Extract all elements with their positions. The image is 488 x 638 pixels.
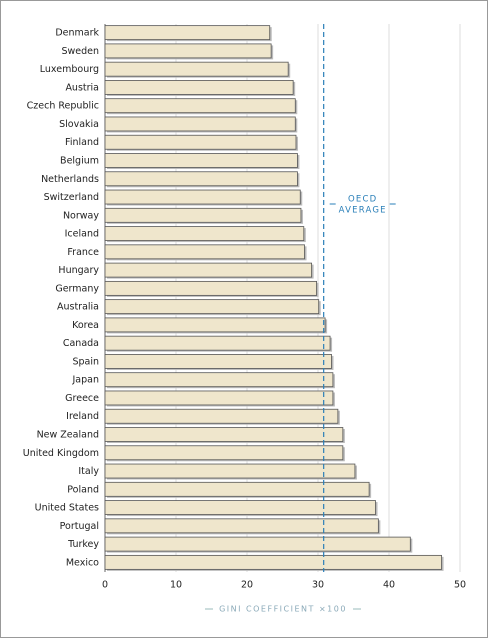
y-tick-label: New Zealand [37,430,99,441]
bar [104,335,331,351]
bar [104,262,313,278]
y-tick-label: Italy [78,466,99,477]
y-tick-label: Korea [72,320,99,331]
y-tick-label: Ireland [66,411,99,422]
y-tick-label: Iceland [65,229,99,240]
y-tick-label: Mexico [66,557,99,568]
x-tick-label: 10 [170,580,182,591]
reference-label: AVERAGE [339,206,387,216]
bar [104,299,320,315]
x-axis-label: GINI COEFFICIENT ×100 [219,605,347,614]
y-tick-label: Netherlands [41,174,99,185]
y-tick-label: Austria [65,82,99,93]
bar [104,354,332,369]
y-tick-label: United Kingdom [23,448,99,459]
bar [104,25,271,41]
bar [104,61,289,77]
bar [104,427,344,442]
y-tick-label: Australia [57,302,99,313]
bar [104,171,298,187]
y-tick-label: United States [35,503,99,514]
bar [104,226,305,241]
bar [104,500,376,515]
y-tick-label: Czech Republic [27,101,99,112]
y-tick-label: Turkey [67,539,99,550]
x-tick-label: 20 [241,580,253,591]
y-tick-label: Norway [63,210,99,221]
y-tick-label: Portugal [60,521,99,532]
bar [104,116,296,132]
y-tick-label: Slovakia [59,119,99,130]
y-tick-label: Luxembourg [40,64,99,75]
y-tick-label: Belgium [60,156,99,167]
bar [104,463,356,479]
bar [104,280,317,296]
bar [104,98,296,114]
x-tick-label: 30 [312,580,324,591]
y-tick-label: Finland [65,137,99,148]
y-tick-label: Denmark [55,28,99,39]
y-tick-label: Hungary [58,265,99,276]
x-tick-label: 0 [102,580,108,591]
bar [104,372,334,388]
bar [104,80,294,95]
bar [104,481,370,497]
bar [104,43,272,59]
bar [104,554,442,570]
y-tick-label: Switzerland [44,192,99,203]
x-tick-label: 40 [383,580,395,591]
bar [104,189,301,205]
y-tick-label: Germany [55,283,99,294]
bar [104,536,411,552]
y-tick-label: Spain [72,356,99,367]
bar [104,518,379,534]
y-tick-label: Greece [65,393,99,404]
bar [104,134,297,150]
bar [104,445,344,461]
x-tick-label: 50 [454,580,466,591]
y-tick-label: Sweden [61,46,99,57]
bar [104,317,326,333]
y-tick-label: Japan [72,375,100,386]
bar [104,244,305,260]
y-tick-label: Canada [63,338,99,349]
y-tick-label: Poland [67,484,99,495]
bar [104,408,339,424]
bar [104,207,302,223]
y-tick-label: France [67,247,99,258]
bar [104,153,298,168]
reference-label: OECD [348,195,377,205]
bar [104,390,334,406]
